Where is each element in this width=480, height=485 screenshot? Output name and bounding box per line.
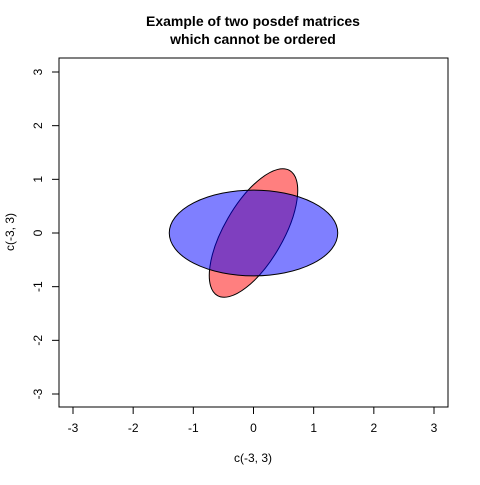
x-tick-label: 2 [370,421,377,435]
y-tick-label: -1 [31,281,45,292]
x-tick-label: -1 [188,421,199,435]
y-axis-label: c(-3, 3) [3,213,17,251]
y-tick-label: 3 [31,68,45,75]
x-axis: -3 -2 -1 0 1 2 3 [68,406,438,435]
y-axis: -3 -2 -1 0 1 2 3 [31,68,60,399]
x-tick-label: -3 [68,421,79,435]
y-tick-label: -3 [31,388,45,399]
y-tick-label: 1 [31,176,45,183]
y-tick-label: 0 [31,229,45,236]
x-axis-label: c(-3, 3) [234,451,272,465]
chart-title-line-2: which cannot be ordered [169,31,336,47]
x-tick-label: 0 [250,421,257,435]
ellipse-2 [168,189,339,277]
ellipses-layer [168,168,339,298]
x-tick-label: 1 [310,421,317,435]
y-tick-label: -2 [31,335,45,346]
x-tick-label: 3 [431,421,438,435]
y-tick-label: 2 [31,122,45,129]
x-tick-label: -2 [128,421,139,435]
chart-title-line-1: Example of two posdef matrices [146,13,360,29]
